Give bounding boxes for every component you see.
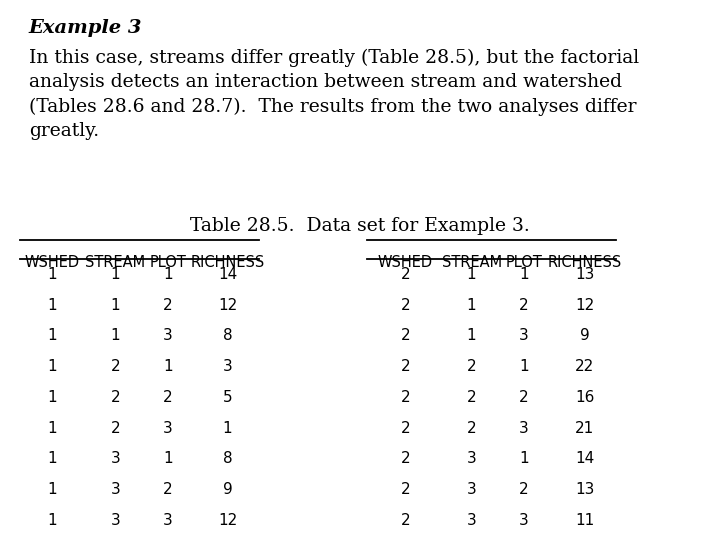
Text: 1: 1 [47, 513, 57, 528]
Text: 22: 22 [575, 359, 594, 374]
Text: 2: 2 [467, 359, 477, 374]
Text: 13: 13 [575, 482, 594, 497]
Text: 2: 2 [400, 451, 410, 467]
Text: 3: 3 [467, 513, 477, 528]
Text: 2: 2 [163, 390, 173, 405]
Text: 3: 3 [110, 513, 120, 528]
Text: Table 28.5.  Data set for Example 3.: Table 28.5. Data set for Example 3. [190, 217, 530, 235]
Text: 2: 2 [400, 513, 410, 528]
Text: PLOT: PLOT [149, 255, 186, 270]
Text: STREAM: STREAM [441, 255, 502, 270]
Text: 1: 1 [467, 298, 477, 313]
Text: 2: 2 [400, 359, 410, 374]
Text: 1: 1 [47, 390, 57, 405]
Text: 1: 1 [163, 451, 173, 467]
Text: 1: 1 [163, 359, 173, 374]
Text: 14: 14 [575, 451, 594, 467]
Text: 9: 9 [580, 328, 590, 343]
Text: 9: 9 [222, 482, 233, 497]
Text: RICHNESS: RICHNESS [190, 255, 265, 270]
Text: 3: 3 [110, 451, 120, 467]
Text: 1: 1 [467, 328, 477, 343]
Text: WSHED: WSHED [24, 255, 79, 270]
Text: 1: 1 [47, 328, 57, 343]
Text: 2: 2 [110, 421, 120, 436]
Text: 3: 3 [519, 421, 529, 436]
Text: 2: 2 [163, 482, 173, 497]
Text: 3: 3 [163, 328, 173, 343]
Text: 12: 12 [218, 513, 237, 528]
Text: 3: 3 [222, 359, 233, 374]
Text: 2: 2 [400, 390, 410, 405]
Text: 12: 12 [218, 298, 237, 313]
Text: 2: 2 [110, 390, 120, 405]
Text: 3: 3 [519, 328, 529, 343]
Text: 1: 1 [222, 421, 233, 436]
Text: 3: 3 [467, 451, 477, 467]
Text: 14: 14 [218, 267, 237, 282]
Text: 11: 11 [575, 513, 594, 528]
Text: 2: 2 [467, 390, 477, 405]
Text: 1: 1 [47, 267, 57, 282]
Text: 3: 3 [110, 482, 120, 497]
Text: 2: 2 [519, 390, 529, 405]
Text: 8: 8 [222, 328, 233, 343]
Text: 1: 1 [47, 482, 57, 497]
Text: 21: 21 [575, 421, 594, 436]
Text: 1: 1 [110, 328, 120, 343]
Text: 1: 1 [110, 267, 120, 282]
Text: RICHNESS: RICHNESS [547, 255, 622, 270]
Text: 12: 12 [575, 298, 594, 313]
Text: In this case, streams differ greatly (Table 28.5), but the factorial
analysis de: In this case, streams differ greatly (Ta… [29, 49, 639, 140]
Text: 2: 2 [400, 267, 410, 282]
Text: 2: 2 [400, 421, 410, 436]
Text: 1: 1 [467, 267, 477, 282]
Text: 1: 1 [47, 359, 57, 374]
Text: 2: 2 [400, 328, 410, 343]
Text: 8: 8 [222, 451, 233, 467]
Text: WSHED: WSHED [378, 255, 433, 270]
Text: 3: 3 [467, 482, 477, 497]
Text: 2: 2 [110, 359, 120, 374]
Text: 13: 13 [575, 267, 594, 282]
Text: 2: 2 [400, 298, 410, 313]
Text: 2: 2 [400, 482, 410, 497]
Text: 5: 5 [222, 390, 233, 405]
Text: 3: 3 [163, 513, 173, 528]
Text: 1: 1 [163, 267, 173, 282]
Text: 2: 2 [519, 482, 529, 497]
Text: 3: 3 [519, 513, 529, 528]
Text: 16: 16 [575, 390, 594, 405]
Text: 1: 1 [519, 267, 529, 282]
Text: 1: 1 [110, 298, 120, 313]
Text: 2: 2 [163, 298, 173, 313]
Text: 1: 1 [519, 451, 529, 467]
Text: 1: 1 [47, 421, 57, 436]
Text: 1: 1 [47, 451, 57, 467]
Text: 2: 2 [467, 421, 477, 436]
Text: PLOT: PLOT [505, 255, 543, 270]
Text: 1: 1 [519, 359, 529, 374]
Text: 2: 2 [519, 298, 529, 313]
Text: Example 3: Example 3 [29, 19, 143, 37]
Text: STREAM: STREAM [85, 255, 145, 270]
Text: 1: 1 [47, 298, 57, 313]
Text: 3: 3 [163, 421, 173, 436]
